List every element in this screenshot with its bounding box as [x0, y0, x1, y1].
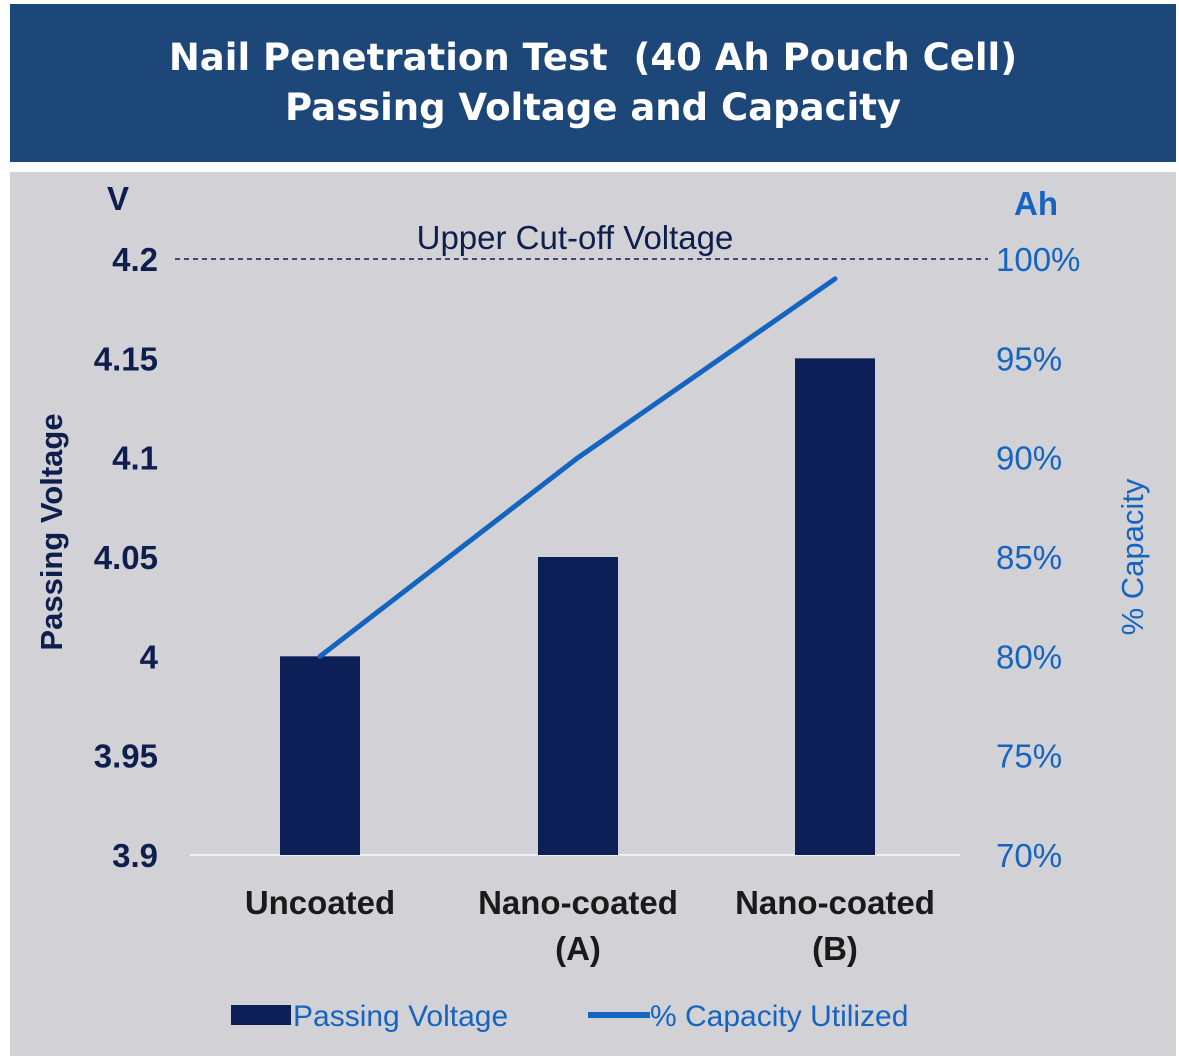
line-layer — [317, 276, 838, 659]
chart-title-line-1: Nail Penetration Test (40 Ah Pouch Cell) — [168, 36, 1018, 79]
y-right-tick-label: 85% — [996, 539, 1062, 576]
bar-passing-voltage — [795, 358, 875, 855]
y-left-tick-label: 4 — [140, 638, 159, 675]
y-right-tick-label: 90% — [996, 440, 1062, 477]
chart-title-line-2: Passing Voltage and Capacity — [284, 86, 902, 129]
y-left-tick-label: 4.15 — [94, 340, 158, 377]
bars-layer — [280, 358, 875, 855]
y-left-tick-label: 4.05 — [94, 539, 158, 576]
y-left-tick-label: 4.2 — [112, 241, 158, 278]
y-right-unit: Ah — [1014, 185, 1058, 222]
x-category-label: Nano-coated — [735, 884, 935, 921]
y-right-tick-label: 75% — [996, 738, 1062, 775]
legend-label-passing-voltage: Passing Voltage — [293, 1000, 508, 1033]
y-left-tick-label: 3.9 — [112, 837, 158, 874]
line-capacity-utilized — [317, 276, 838, 659]
upper-cutoff-label: Upper Cut-off Voltage — [417, 219, 734, 256]
bar-passing-voltage — [280, 656, 360, 855]
labels-layer: Upper Cut-off Voltage 3.9 3.95 4 4.05 4.1 4.15… — [34, 180, 1150, 967]
y-right-axis-title: % Capacity — [1115, 478, 1150, 635]
y-left-tick-label: 4.1 — [112, 440, 158, 477]
y-left-tick-label: 3.95 — [94, 738, 158, 775]
chart-svg: Upper Cut-off Voltage 3.9 3.95 4 4.05 4.1 4.15… — [34, 180, 1150, 1033]
x-category-label: Uncoated — [245, 884, 395, 921]
y-right-tick-label: 95% — [996, 340, 1062, 377]
legend: Passing Voltage % Capacity Utilized — [231, 1000, 908, 1033]
y-right-tick-label: 80% — [996, 638, 1062, 675]
bar-passing-voltage — [538, 557, 618, 855]
legend-swatch-passing-voltage — [231, 1005, 291, 1025]
chart-area: Upper Cut-off Voltage 3.9 3.95 4 4.05 4.1 4.15… — [10, 172, 1176, 1056]
y-left-axis-title: Passing Voltage — [34, 413, 69, 650]
y-right-tick-label: 70% — [996, 837, 1062, 874]
y-left-unit: V — [107, 180, 129, 217]
x-category-label: Nano-coated — [478, 884, 678, 921]
y-right-tick-label: 100% — [996, 241, 1080, 278]
x-category-label: (B) — [812, 930, 858, 967]
legend-label-capacity: % Capacity Utilized — [650, 1000, 908, 1033]
x-category-label: (A) — [555, 930, 601, 967]
title-banner: Nail Penetration Test (40 Ah Pouch Cell)… — [10, 4, 1176, 162]
